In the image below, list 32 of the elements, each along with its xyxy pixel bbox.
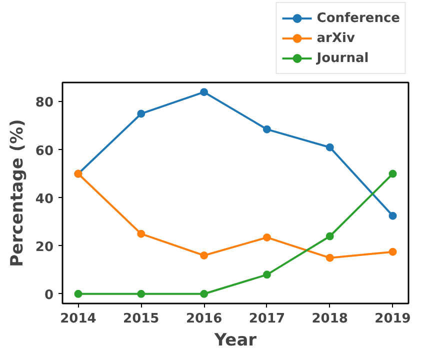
point <box>200 251 208 260</box>
y-tick-label: 0 <box>44 288 54 303</box>
x-tick-label: 2017 <box>248 312 286 326</box>
point <box>326 143 334 152</box>
point <box>200 88 208 96</box>
x-tick-label: 2014 <box>60 312 96 326</box>
legend-label: Journal <box>316 50 369 66</box>
point <box>137 110 146 118</box>
point <box>326 254 334 262</box>
point <box>137 290 146 298</box>
x-tick-label: 2018 <box>312 312 348 326</box>
legend-label: arXiv <box>316 30 355 46</box>
point <box>262 233 271 242</box>
point <box>388 170 397 178</box>
y-tick-label: 80 <box>35 96 54 111</box>
point <box>388 248 397 256</box>
point <box>326 232 334 240</box>
point <box>262 270 271 279</box>
y-tick-label: 20 <box>35 240 54 255</box>
point <box>137 230 146 238</box>
point <box>74 290 82 298</box>
x-tick-label: 2016 <box>186 312 222 326</box>
x-tick-label: 2019 <box>374 312 411 326</box>
point <box>262 125 271 134</box>
point <box>388 212 397 220</box>
y-axis-title: Percentage (%) <box>7 119 28 267</box>
x-tick-label: 2015 <box>123 312 160 326</box>
legend-label: Conference <box>316 10 400 26</box>
y-tick-label: 40 <box>35 192 54 207</box>
x-axis-title: Year <box>213 330 258 350</box>
point <box>200 290 208 298</box>
y-tick-label: 60 <box>35 144 54 159</box>
